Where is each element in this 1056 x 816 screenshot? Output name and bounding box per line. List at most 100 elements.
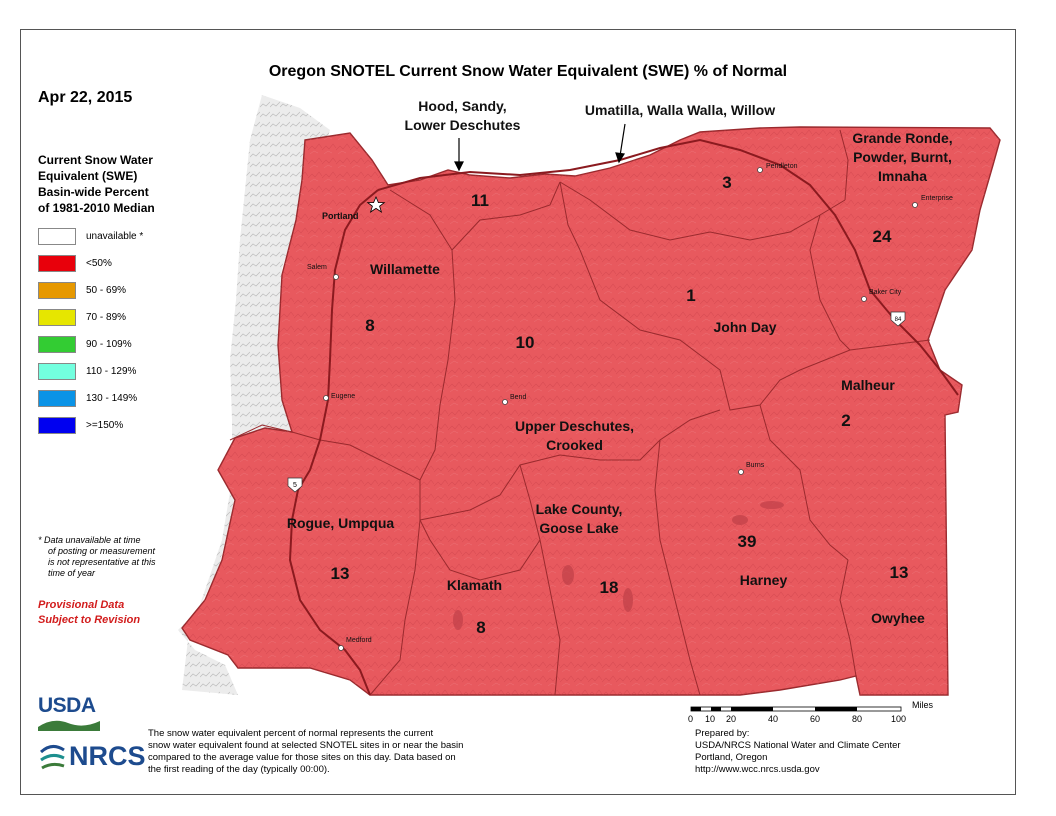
legend-swatch: [38, 281, 76, 299]
nrcs-wave: [40, 753, 65, 762]
scale-segment: [731, 707, 773, 711]
footnote-line: time of year: [48, 568, 96, 578]
basin-name-hood-sandy: Hood, Sandy, Lower Deschutes: [404, 98, 521, 133]
summer-lake: [562, 565, 574, 585]
scale-tick: 0: [688, 714, 694, 724]
basin-name-willamette: Willamette: [370, 261, 440, 277]
scale-tick: 10: [705, 714, 716, 724]
legend-label: unavailable *: [86, 230, 144, 242]
legend-label: 50 - 69%: [86, 284, 127, 296]
basin-value-upper-deschutes: 10: [515, 333, 535, 352]
malheur-lake: [760, 501, 784, 509]
usda-hills-icon: [38, 720, 100, 731]
city-label-baker-city: Baker City: [869, 289, 902, 296]
i5-shield: 5: [287, 477, 303, 493]
prepared-line: Portland, Oregon: [695, 752, 768, 763]
legend-label: 110 - 129%: [86, 365, 137, 377]
upper-klamath-lake: [453, 610, 463, 630]
legend-swatch: [38, 308, 76, 326]
legend-label: 90 - 109%: [86, 338, 132, 350]
scale-tick: 60: [810, 714, 821, 724]
basin-value-harney: 39: [737, 532, 757, 551]
legend-item-unavailable: unavailable *: [38, 226, 143, 246]
legend-swatch: [38, 362, 76, 380]
city-label-medford: Medford: [346, 637, 372, 644]
basin-name-harney: Harney: [739, 572, 788, 588]
hood-south-boundary: [451, 181, 561, 251]
baker-city-marker: [861, 296, 867, 302]
john-day-south-boundary: [579, 249, 931, 411]
legend-label: 70 - 89%: [86, 311, 127, 323]
scale-unit: Miles: [912, 700, 934, 710]
legend-title-line: of 1981-2010 Median: [38, 201, 155, 215]
scale-tick: 100: [891, 714, 907, 724]
legend-item-90-109: 90 - 109%: [38, 334, 132, 354]
basin-name-grande-ronde: Grande Ronde, Powder, Burnt, Imnaha: [852, 130, 953, 184]
basin-name-owyhee: Owyhee: [871, 610, 925, 626]
umatilla-arrow-head: [615, 152, 626, 164]
nrcs-wave: [41, 762, 65, 770]
scale-tick: 20: [726, 714, 737, 724]
klamath-north-boundary: [419, 519, 541, 581]
prepared-by-block: Prepared by: USDA/NRCS National Water an…: [695, 728, 901, 776]
prepared-line: http://www.wcc.nrcs.usda.gov: [695, 764, 820, 775]
basin-name-upper-deschutes: Upper Deschutes, Crooked: [514, 418, 635, 453]
scale-segment: [691, 707, 701, 711]
city-label-pendleton: Pendleton: [766, 163, 798, 170]
medford-marker: [338, 645, 344, 651]
provisional-notice: Provisional Data Subject to Revision: [38, 598, 140, 628]
terrain-texture: [182, 127, 1000, 695]
scale-tick: 40: [768, 714, 779, 724]
burns-marker: [738, 469, 744, 475]
description-line: the first reading of the day (typically …: [148, 764, 330, 775]
basin-value-malheur: 2: [841, 411, 851, 430]
grande-ronde-west-boundary: [839, 129, 849, 201]
harney-lake: [732, 515, 748, 525]
umatilla-south-boundary: [559, 181, 846, 241]
abert-lake: [623, 588, 633, 612]
legend-swatch: [38, 254, 76, 272]
city-label-burns: Burns: [746, 462, 765, 469]
footnote-line: is not representative at this: [48, 557, 156, 567]
basin-value-willamette: 8: [365, 316, 375, 335]
scale-segment: [815, 707, 857, 711]
description-line: compared to the average value for those …: [148, 752, 456, 763]
portland-star-icon: [366, 195, 386, 213]
city-label-salem: Salem: [307, 264, 327, 271]
legend-item-150-plus: >=150%: [38, 415, 123, 435]
legend-item-130-149: 130 - 149%: [38, 388, 137, 408]
provisional-line: Provisional Data: [38, 599, 125, 611]
basin-value-rogue-umpqua: 13: [330, 564, 350, 583]
basin-name-umatilla: Umatilla, Walla Walla, Willow: [584, 102, 776, 118]
basin-name-john-day: John Day: [713, 319, 777, 335]
interstate-5: [288, 189, 379, 696]
description-text: The snow water equivalent percent of nor…: [148, 728, 518, 776]
harney-west-boundary: [654, 439, 701, 696]
prepared-line: USDA/NRCS National Water and Climate Cen…: [695, 740, 901, 751]
legend-title-line: Current Snow Water: [38, 153, 153, 167]
legend-label: <50%: [86, 257, 112, 269]
basin-name-malheur: Malheur: [841, 377, 895, 393]
basin-value-hood-sandy: 11: [471, 191, 489, 210]
basin-name-klamath: Klamath: [446, 577, 503, 593]
footnote-line: of posting or measurement: [48, 546, 156, 556]
legend-label: >=150%: [86, 419, 124, 431]
city-label-eugene: Eugene: [331, 393, 356, 400]
city-label-enterprise: Enterprise: [921, 195, 953, 202]
legend-swatch: [38, 227, 76, 245]
scale-bar: [690, 706, 902, 712]
city-markers: [323, 167, 918, 651]
unavailable-footnote: * Data unavailable at time of posting or…: [38, 535, 168, 579]
basin-boundaries: [229, 129, 931, 696]
usda-hills-shape: [38, 720, 100, 731]
enterprise-marker: [912, 202, 918, 208]
legend-swatch: [38, 416, 76, 434]
eugene-marker: [323, 395, 329, 401]
basin-value-grande-ronde: 24: [872, 227, 892, 246]
legend-swatch: [38, 335, 76, 353]
lakes: [453, 501, 784, 630]
pointer-arrows: [454, 123, 626, 172]
scale-segment: [711, 707, 721, 711]
